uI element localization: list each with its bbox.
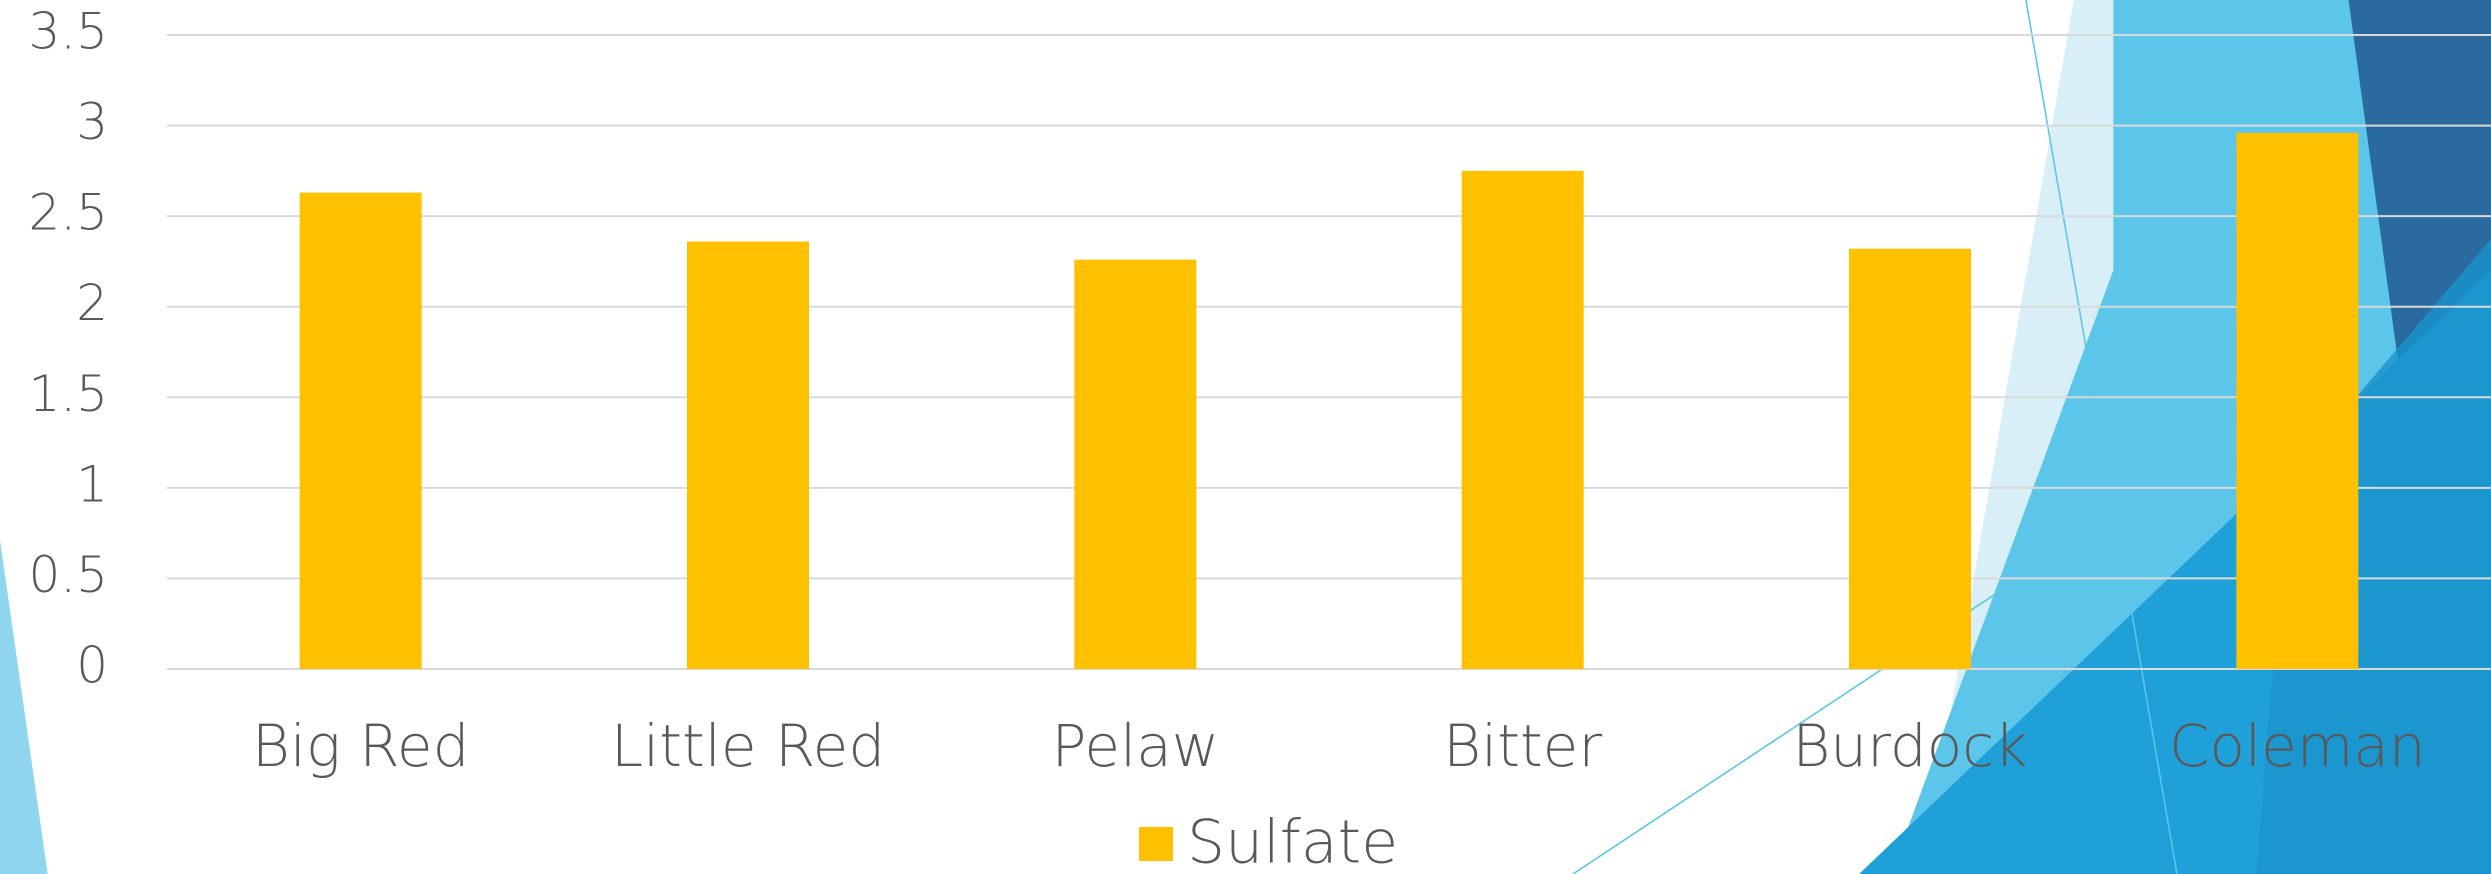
- bar: [299, 192, 422, 669]
- y-tick-label: 3.5: [28, 3, 108, 61]
- y-tick-label: 2: [76, 274, 108, 332]
- bar: [1074, 259, 1197, 669]
- bar: [1849, 248, 1971, 669]
- legend-label: Sulfate: [1187, 808, 1398, 874]
- x-tick-label: Pelaw: [1051, 712, 1219, 780]
- x-tick-label: Bitter: [1443, 712, 1602, 780]
- y-tick-label: 3: [76, 93, 108, 151]
- x-tick-label: Little Red: [611, 712, 885, 780]
- bar: [1461, 170, 1584, 669]
- y-tick-label: 2.5: [28, 184, 108, 242]
- x-tick-label: Coleman: [2169, 712, 2426, 780]
- y-tick-label: 0.5: [28, 546, 108, 604]
- bar: [2236, 132, 2359, 669]
- y-tick-label: 1: [76, 455, 108, 513]
- bar: [687, 241, 809, 669]
- x-tick-label: Big Red: [252, 712, 470, 780]
- y-tick-label: 1.5: [28, 365, 108, 423]
- legend-swatch: [1139, 827, 1173, 861]
- x-tick-label: Burdock: [1792, 712, 2027, 780]
- y-tick-label: 0: [76, 637, 108, 695]
